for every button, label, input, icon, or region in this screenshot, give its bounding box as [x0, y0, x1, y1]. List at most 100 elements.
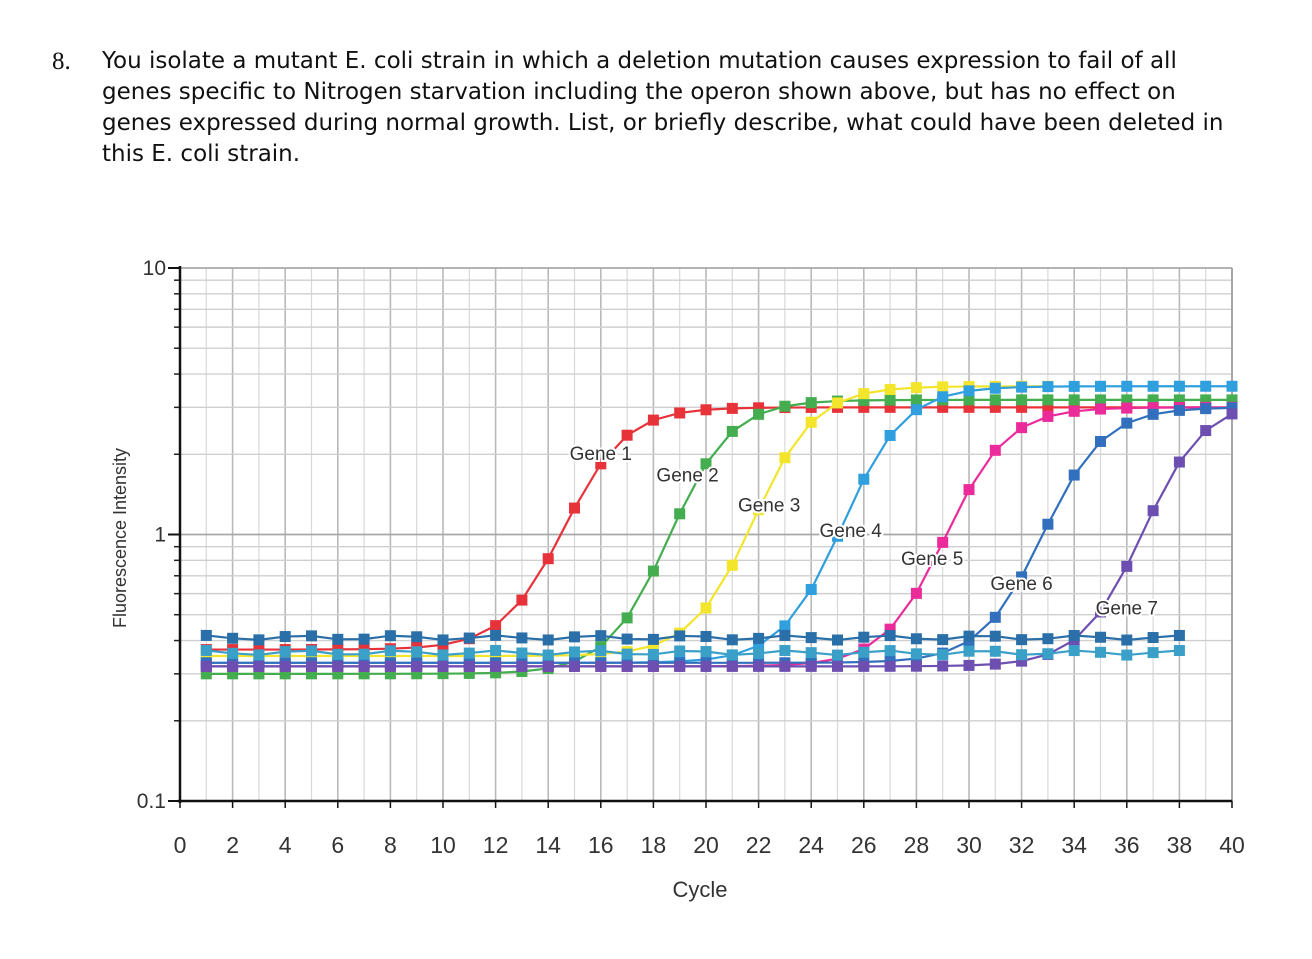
data-point	[1226, 394, 1238, 406]
x-tick-label: 30	[956, 832, 982, 858]
data-point	[463, 667, 475, 679]
data-point	[200, 650, 212, 662]
data-point	[963, 394, 975, 406]
data-point	[1121, 649, 1133, 661]
data-point	[647, 633, 659, 645]
data-point	[989, 645, 1001, 657]
data-point	[1121, 380, 1133, 392]
data-point	[858, 401, 870, 413]
data-point	[437, 668, 449, 680]
data-point	[306, 630, 317, 642]
data-point	[647, 648, 659, 660]
data-point	[1121, 394, 1133, 406]
data-point	[306, 660, 317, 672]
data-point	[805, 632, 817, 644]
data-point	[700, 602, 712, 614]
data-point	[1121, 560, 1133, 572]
data-point	[1173, 380, 1185, 392]
data-point	[437, 660, 449, 672]
data-point	[989, 630, 1001, 642]
series-line	[206, 649, 1180, 657]
data-point	[832, 649, 843, 661]
data-point	[200, 660, 212, 672]
data-point	[279, 646, 291, 658]
data-point	[1042, 401, 1054, 413]
series	[200, 380, 1238, 680]
data-point	[753, 402, 765, 414]
y-tick-label: 10	[143, 257, 166, 280]
data-point	[516, 632, 528, 644]
data-point	[358, 660, 370, 672]
data-point	[1095, 606, 1106, 618]
data-point	[279, 668, 291, 680]
data-point	[674, 508, 686, 520]
data-point	[1095, 403, 1106, 415]
data-point	[805, 647, 817, 659]
data-point	[1042, 648, 1054, 660]
data-point	[542, 553, 554, 565]
data-point	[858, 473, 870, 485]
data-point	[358, 668, 370, 680]
data-point	[595, 630, 607, 642]
data-point	[910, 648, 922, 660]
data-point	[384, 645, 396, 657]
data-point	[516, 660, 528, 672]
data-point	[1016, 634, 1028, 646]
x-tick-label: 18	[641, 832, 667, 858]
data-point	[963, 645, 975, 657]
data-point	[779, 400, 791, 412]
x-tick-label: 38	[1167, 832, 1193, 858]
data-point	[306, 668, 317, 680]
data-point	[384, 668, 396, 680]
data-point	[542, 649, 554, 661]
data-point	[726, 634, 738, 646]
data-point	[253, 668, 265, 680]
data-point	[595, 660, 607, 672]
data-point	[858, 660, 870, 672]
data-point	[805, 660, 817, 672]
data-point	[227, 632, 239, 644]
data-point	[884, 383, 896, 395]
data-point	[805, 416, 817, 428]
data-point	[1200, 380, 1212, 392]
data-point	[989, 658, 1001, 670]
data-point	[884, 630, 896, 642]
data-point	[674, 645, 686, 657]
data-point	[726, 402, 738, 414]
data-point	[1016, 655, 1028, 667]
data-point	[227, 668, 239, 680]
series-label: Gene 2	[656, 466, 718, 487]
x-tick-label: 40	[1219, 832, 1245, 858]
data-point	[490, 629, 502, 641]
data-point	[1121, 634, 1133, 646]
series-label: Gene 4	[819, 521, 882, 542]
data-point	[647, 660, 659, 672]
data-point	[1095, 631, 1106, 643]
data-point	[463, 647, 475, 659]
x-tick-label: 8	[384, 832, 397, 858]
x-tick-label: 14	[535, 832, 561, 858]
data-point	[674, 407, 686, 419]
data-point	[963, 401, 975, 413]
data-point	[726, 660, 738, 672]
x-tick-label: 6	[331, 832, 344, 858]
data-point	[700, 404, 712, 416]
data-point	[569, 646, 580, 658]
data-point	[1095, 394, 1106, 406]
data-point	[805, 584, 817, 596]
data-point	[910, 404, 922, 416]
series-gene-4	[200, 380, 1238, 669]
data-point	[1200, 403, 1212, 415]
data-point	[884, 394, 896, 406]
data-point	[1095, 435, 1106, 447]
data-point	[1068, 645, 1080, 657]
data-point	[832, 634, 843, 646]
data-point	[753, 504, 765, 516]
data-point	[700, 458, 712, 470]
data-point	[411, 646, 423, 658]
series-gene-7	[200, 408, 1238, 672]
data-point	[832, 530, 843, 542]
data-point	[253, 649, 265, 661]
data-point	[753, 640, 765, 652]
